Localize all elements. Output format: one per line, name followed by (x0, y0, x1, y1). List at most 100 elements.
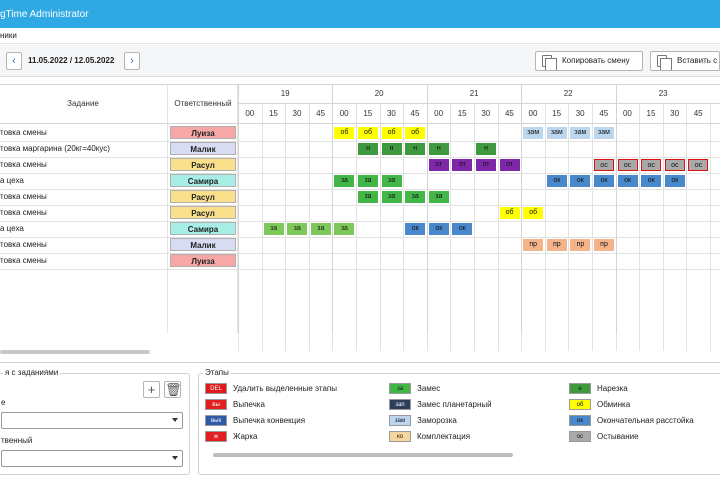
legend-swatch[interactable]: ос (569, 431, 591, 442)
responsible-badge[interactable]: Луиза (170, 254, 236, 267)
stage-cell[interactable]: об (358, 127, 378, 139)
stage-cell[interactable]: за (405, 191, 426, 203)
legend-swatch[interactable]: вык (205, 415, 227, 426)
stage-cell[interactable]: за (358, 191, 378, 203)
stage-cell[interactable]: от (499, 159, 520, 171)
stage-cell[interactable]: от (428, 159, 449, 171)
legend-label: Обминка (597, 400, 631, 409)
responsible-badge[interactable]: Расул (170, 206, 236, 219)
stage-cell[interactable]: ок (405, 223, 426, 235)
stage-cell[interactable]: ок (452, 223, 473, 235)
grid-vline (545, 103, 546, 351)
responsible-badge[interactable]: Расул (170, 158, 236, 171)
task-name[interactable]: товка смены (0, 208, 47, 217)
responsible-badge[interactable]: Малик (170, 238, 236, 251)
stage-cell[interactable]: за (334, 223, 355, 235)
responsible-badge[interactable]: Самира (170, 222, 236, 235)
stage-cell[interactable]: н (381, 143, 402, 155)
legend-scrollbar[interactable] (213, 453, 513, 457)
stage-cell[interactable]: ок (546, 175, 567, 187)
task-name[interactable]: а цеха (0, 176, 24, 185)
stage-cell[interactable]: зам (523, 127, 544, 139)
stage-cell[interactable]: ок (594, 175, 614, 187)
stage-cell[interactable]: об (381, 127, 402, 139)
task-name[interactable]: товка смены (0, 192, 47, 201)
stage-cell[interactable]: н (405, 143, 426, 155)
stage-cell[interactable]: за (287, 223, 308, 235)
responsible-dropdown[interactable] (1, 450, 183, 467)
menu-item[interactable]: ники (0, 31, 17, 40)
stage-cell[interactable]: ос (617, 159, 638, 171)
responsible-badge[interactable]: Расул (170, 190, 236, 203)
stage-cell[interactable]: ок (428, 223, 449, 235)
stage-cell[interactable]: ок (641, 175, 662, 187)
stage-cell[interactable]: ос (641, 159, 662, 171)
minute-label: 45 (599, 109, 609, 118)
responsible-badge[interactable]: Малик (170, 142, 236, 155)
stage-cell[interactable]: зам (546, 127, 567, 139)
stage-cell[interactable]: за (334, 175, 355, 187)
legend-swatch[interactable]: DEL (205, 383, 227, 394)
stage-cell[interactable]: ос (594, 159, 614, 171)
stage-cell[interactable]: об (499, 207, 520, 219)
stage-cell[interactable]: зам (594, 127, 614, 139)
stage-cell[interactable]: за (381, 175, 402, 187)
chevron-left-icon: ‹ (12, 55, 16, 67)
stage-cell[interactable]: пр (570, 239, 591, 251)
stage-cell[interactable]: н (358, 143, 378, 155)
stages-legend-title: Этапы (203, 368, 231, 377)
legend-swatch[interactable]: н (569, 383, 591, 394)
task-name[interactable]: товка маргарина (20кг=40кус) (0, 144, 110, 153)
stage-cell[interactable]: за (381, 191, 402, 203)
delete-task-button[interactable]: 🗑 (164, 381, 182, 398)
stage-cell[interactable]: от (452, 159, 473, 171)
stage-cell[interactable]: за (263, 223, 284, 235)
stage-cell[interactable]: ок (570, 175, 591, 187)
grid-vline (686, 103, 687, 351)
minute-label: 15 (457, 109, 467, 118)
legend-swatch[interactable]: ко (389, 431, 411, 442)
prev-period-button[interactable]: ‹ (6, 52, 22, 70)
legend-swatch[interactable]: ок (569, 415, 591, 426)
next-period-button[interactable]: › (124, 52, 140, 70)
stage-cell[interactable]: зам (570, 127, 591, 139)
copy-shift-button[interactable]: Копировать смену (535, 51, 643, 71)
responsible-column-header: Ответственный (174, 99, 232, 108)
stage-cell[interactable]: ос (688, 159, 709, 171)
responsible-badge[interactable]: Самира (170, 174, 236, 187)
stage-cell[interactable]: за (358, 175, 378, 187)
legend-swatch[interactable]: ж (205, 431, 227, 442)
copy-icon (542, 55, 557, 70)
stage-cell[interactable]: от (476, 159, 496, 171)
task-dropdown[interactable] (1, 412, 183, 429)
stage-cell[interactable]: ок (617, 175, 638, 187)
horizontal-scrollbar[interactable] (0, 350, 150, 354)
legend-swatch[interactable]: об (569, 399, 591, 410)
legend-swatch[interactable]: зап (389, 399, 411, 410)
responsible-field-label: твенный (1, 436, 33, 445)
stage-cell[interactable]: за (310, 223, 331, 235)
stage-cell[interactable]: за (428, 191, 449, 203)
paste-shift-label: Вставить с (677, 56, 718, 65)
task-name[interactable]: товка смены (0, 160, 47, 169)
stage-cell[interactable]: пр (594, 239, 614, 251)
legend-swatch[interactable]: вы (205, 399, 227, 410)
task-name[interactable]: товка смены (0, 256, 47, 265)
stage-cell[interactable]: об (523, 207, 544, 219)
stage-cell[interactable]: ос (664, 159, 685, 171)
task-name[interactable]: товка смены (0, 240, 47, 249)
responsible-badge[interactable]: Луиза (170, 126, 236, 139)
stage-cell[interactable]: об (334, 127, 355, 139)
legend-swatch[interactable]: зам (389, 415, 411, 426)
paste-shift-button[interactable]: Вставить с (650, 51, 720, 71)
add-task-button[interactable]: + (143, 381, 160, 398)
stage-cell[interactable]: н (476, 143, 496, 155)
legend-swatch[interactable]: за (389, 383, 411, 394)
stage-cell[interactable]: ок (664, 175, 685, 187)
stage-cell[interactable]: об (405, 127, 426, 139)
stage-cell[interactable]: пр (523, 239, 544, 251)
stage-cell[interactable]: н (428, 143, 449, 155)
task-name[interactable]: а цеха (0, 224, 24, 233)
stage-cell[interactable]: пр (546, 239, 567, 251)
task-name[interactable]: товка смены (0, 128, 47, 137)
